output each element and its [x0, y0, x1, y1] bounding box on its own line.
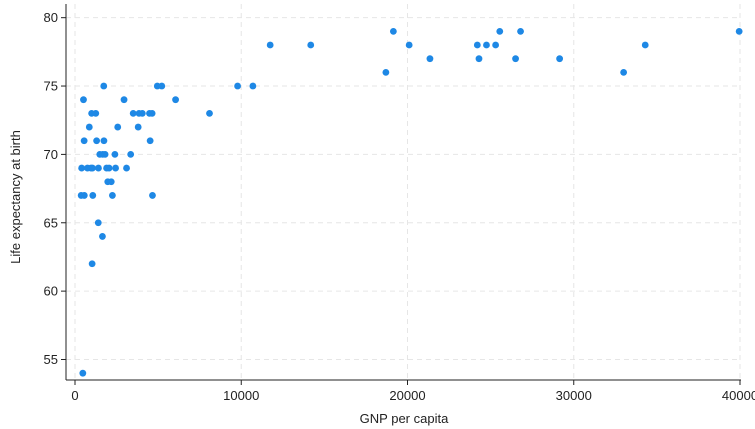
y-tick-label: 65 — [44, 215, 58, 230]
data-point — [94, 219, 102, 227]
data-point — [266, 41, 274, 49]
data-point — [101, 151, 109, 158]
data-point — [620, 68, 628, 76]
data-point — [496, 27, 504, 35]
data-point — [405, 41, 413, 49]
y-tick-label: 70 — [44, 147, 58, 162]
data-point — [123, 164, 130, 172]
grid-layer — [66, 4, 741, 380]
data-point — [109, 192, 116, 199]
data-point — [473, 41, 481, 49]
data-point — [158, 82, 166, 90]
x-tick-label: 10000 — [223, 388, 259, 403]
data-point — [307, 41, 315, 49]
data-point — [89, 192, 97, 199]
data-point — [206, 109, 213, 117]
data-point — [475, 55, 483, 63]
data-point — [114, 123, 122, 131]
x-tick-label: 0 — [71, 388, 78, 403]
data-point — [146, 137, 154, 145]
data-point — [149, 192, 156, 199]
data-point — [107, 178, 115, 186]
data-point — [512, 55, 519, 63]
data-point — [641, 41, 649, 49]
y-tick-label: 80 — [44, 10, 58, 25]
data-point — [100, 137, 108, 145]
x-tick-label: 40000 — [722, 388, 755, 403]
data-point — [112, 164, 119, 172]
x-axis-title: GNP per capita — [360, 411, 449, 426]
data-point — [172, 96, 179, 104]
data-point — [120, 96, 128, 104]
axes-layer: 55 60 65 70 75 80 0 10000 20000 30000 40000 — [44, 4, 755, 403]
data-point — [85, 123, 93, 131]
data-point — [517, 27, 524, 35]
data-point — [78, 164, 86, 172]
data-point — [382, 68, 390, 76]
data-point — [426, 55, 434, 63]
x-tick-label: 20000 — [389, 388, 425, 403]
y-axis-title: Life expectancy at birth — [8, 130, 23, 264]
data-point — [127, 151, 135, 158]
data-point — [129, 109, 137, 117]
data-point — [79, 369, 87, 377]
data-point — [556, 55, 564, 63]
data-point — [134, 123, 142, 131]
data-point — [95, 164, 102, 172]
y-tick-label: 60 — [44, 284, 58, 299]
points-layer — [77, 27, 743, 377]
data-point — [138, 109, 146, 117]
y-tick-label: 55 — [44, 352, 58, 367]
data-point — [80, 192, 88, 199]
data-point — [92, 109, 100, 117]
x-tick-label: 30000 — [556, 388, 592, 403]
data-point — [105, 164, 113, 172]
data-point — [483, 41, 490, 49]
data-point — [80, 137, 88, 145]
data-point — [234, 82, 241, 90]
data-point — [88, 260, 96, 268]
data-point — [492, 41, 500, 49]
data-point — [100, 82, 108, 90]
data-point — [389, 27, 397, 35]
data-point — [93, 137, 101, 145]
data-point — [111, 151, 119, 158]
data-point — [80, 96, 87, 104]
data-point — [89, 164, 96, 172]
data-point — [735, 27, 743, 35]
data-point — [99, 233, 106, 240]
data-point — [148, 109, 156, 117]
y-tick-label: 75 — [44, 79, 58, 94]
data-point — [249, 82, 257, 90]
